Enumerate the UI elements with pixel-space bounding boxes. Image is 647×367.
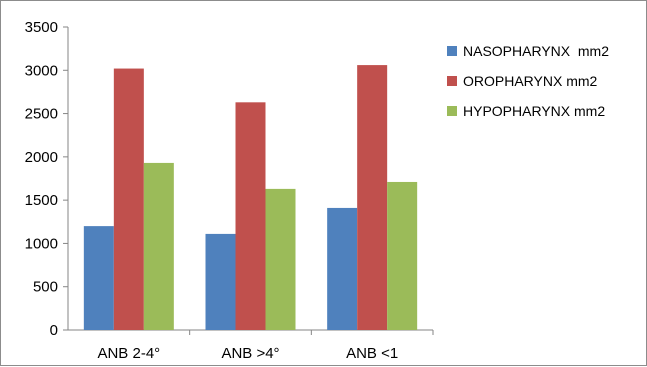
- bar: [143, 162, 174, 330]
- bar: [357, 65, 388, 330]
- bar: [113, 68, 144, 330]
- y-tick-label: 0: [50, 322, 58, 339]
- y-tick-label: 2500: [25, 106, 58, 123]
- y-tick-label: 3500: [25, 19, 58, 36]
- legend: NASOPHARYNX mm2 OROPHARYNX mm2 HYPOPHARYNX…: [447, 43, 609, 119]
- bar: [327, 207, 358, 330]
- x-axis-labels: ANB 2-4° ANB >4° ANB <1: [97, 345, 398, 362]
- legend-swatch: [447, 76, 457, 86]
- y-tick-label: 1000: [25, 235, 58, 252]
- x-category-label: ANB <1: [346, 345, 398, 362]
- x-category-label: ANB 2-4°: [97, 345, 160, 362]
- legend-swatch: [447, 106, 457, 116]
- y-tick-label: 1500: [25, 192, 58, 209]
- y-axis-ticks: 0 500 1000 1500 2000 2500 3000 3500: [25, 19, 68, 339]
- bar: [235, 102, 266, 331]
- y-tick-label: 3000: [25, 62, 58, 79]
- y-tick-label: 2000: [25, 149, 58, 166]
- bar: [387, 181, 418, 330]
- bar: [205, 233, 236, 330]
- legend-label: OROPHARYNX mm2: [463, 73, 598, 89]
- legend-label: NASOPHARYNX mm2: [463, 43, 609, 59]
- bar: [83, 226, 114, 330]
- x-category-label: ANB >4°: [221, 345, 279, 362]
- legend-swatch: [447, 46, 457, 56]
- bars: [83, 65, 418, 331]
- y-tick-label: 500: [33, 279, 58, 296]
- legend-label: HYPOPHARYNX mm2: [463, 103, 605, 119]
- bar: [265, 188, 296, 330]
